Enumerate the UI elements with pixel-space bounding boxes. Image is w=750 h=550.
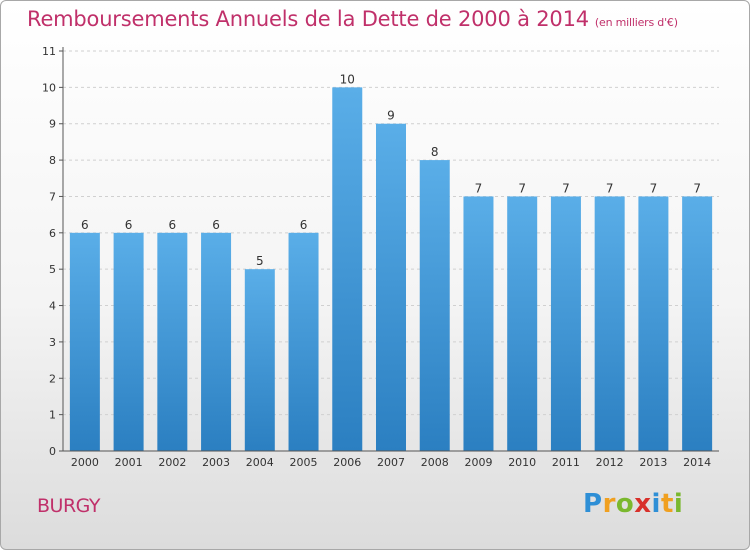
data-label: 7 — [650, 181, 658, 195]
y-tick-label: 8 — [49, 154, 56, 167]
x-tick-label: 2006 — [333, 456, 361, 469]
bar-2003 — [201, 232, 232, 451]
axes — [59, 47, 719, 452]
data-label: 6 — [300, 218, 308, 232]
data-label: 7 — [562, 181, 570, 195]
logo-letter: P — [583, 489, 603, 519]
bar-2007 — [376, 123, 406, 452]
bar-2001 — [113, 232, 144, 451]
labels: 0 1 2 3 4 5 6 7 8 9 10 11 6 2000 6 2001 6 2002 6 2003 5 2004 6… — [42, 45, 711, 469]
bar-2008 — [419, 160, 450, 451]
logo-letter: i — [651, 489, 661, 519]
chart-title: Remboursements Annuels de la Dette de 20… — [27, 7, 678, 31]
logo-letter: x — [634, 489, 652, 519]
x-tick-label: 2011 — [552, 456, 580, 469]
data-label: 6 — [169, 218, 177, 232]
data-label: 6 — [81, 218, 89, 232]
y-tick-label: 6 — [49, 227, 56, 240]
data-label: 6 — [212, 218, 220, 232]
bar-2011 — [550, 196, 581, 451]
y-tick-label: 0 — [49, 445, 56, 458]
y-tick-label: 11 — [42, 45, 56, 58]
y-tick-label: 1 — [49, 409, 56, 422]
y-tick-label: 5 — [49, 263, 56, 276]
data-label: 9 — [387, 109, 395, 123]
bar-2012 — [594, 196, 625, 451]
y-tick-label: 2 — [49, 372, 56, 385]
x-tick-label: 2003 — [202, 456, 230, 469]
data-label: 8 — [431, 145, 439, 159]
x-tick-label: 2013 — [639, 456, 667, 469]
data-label: 7 — [606, 181, 614, 195]
bar-2002 — [157, 232, 188, 451]
x-tick-label: 2000 — [71, 456, 99, 469]
x-tick-label: 2014 — [683, 456, 711, 469]
data-label: 10 — [340, 72, 355, 86]
logo-letter: t — [660, 489, 674, 519]
bar-2010 — [507, 196, 538, 451]
bar-2006 — [332, 87, 363, 451]
bar-2000 — [69, 232, 100, 451]
bar-2005 — [288, 232, 319, 451]
x-tick-label: 2002 — [158, 456, 186, 469]
x-tick-label: 2012 — [596, 456, 624, 469]
x-tick-label: 2007 — [377, 456, 405, 469]
chart-title-text: Remboursements Annuels de la Dette de 20… — [27, 7, 589, 31]
bar-2013 — [638, 196, 669, 451]
bar-2004 — [244, 269, 275, 451]
proxiti-logo: Proxiti — [583, 489, 683, 519]
x-tick-label: 2004 — [246, 456, 274, 469]
data-label: 7 — [518, 181, 526, 195]
y-tick-label: 9 — [49, 118, 56, 131]
y-tick-label: 3 — [49, 336, 56, 349]
y-tick-label: 4 — [49, 300, 56, 313]
bar-2014 — [682, 196, 713, 451]
logo-letter: i — [673, 489, 684, 519]
y-tick-label: 10 — [42, 81, 56, 94]
data-label: 7 — [693, 181, 701, 195]
bar-2009 — [463, 196, 494, 451]
data-label: 7 — [475, 181, 483, 195]
x-tick-label: 2008 — [421, 456, 449, 469]
data-label: 6 — [125, 218, 133, 232]
logo-letter: o — [615, 489, 635, 519]
data-label: 5 — [256, 254, 264, 268]
place-name: BURGY — [37, 495, 101, 517]
bars — [69, 87, 713, 452]
x-tick-label: 2005 — [290, 456, 318, 469]
chart-unit: (en milliers d'€) — [594, 16, 678, 29]
logo-letter: r — [602, 489, 616, 519]
x-tick-label: 2001 — [115, 456, 143, 469]
x-tick-label: 2010 — [508, 456, 536, 469]
y-tick-label: 7 — [49, 190, 56, 203]
x-tick-label: 2009 — [464, 456, 492, 469]
